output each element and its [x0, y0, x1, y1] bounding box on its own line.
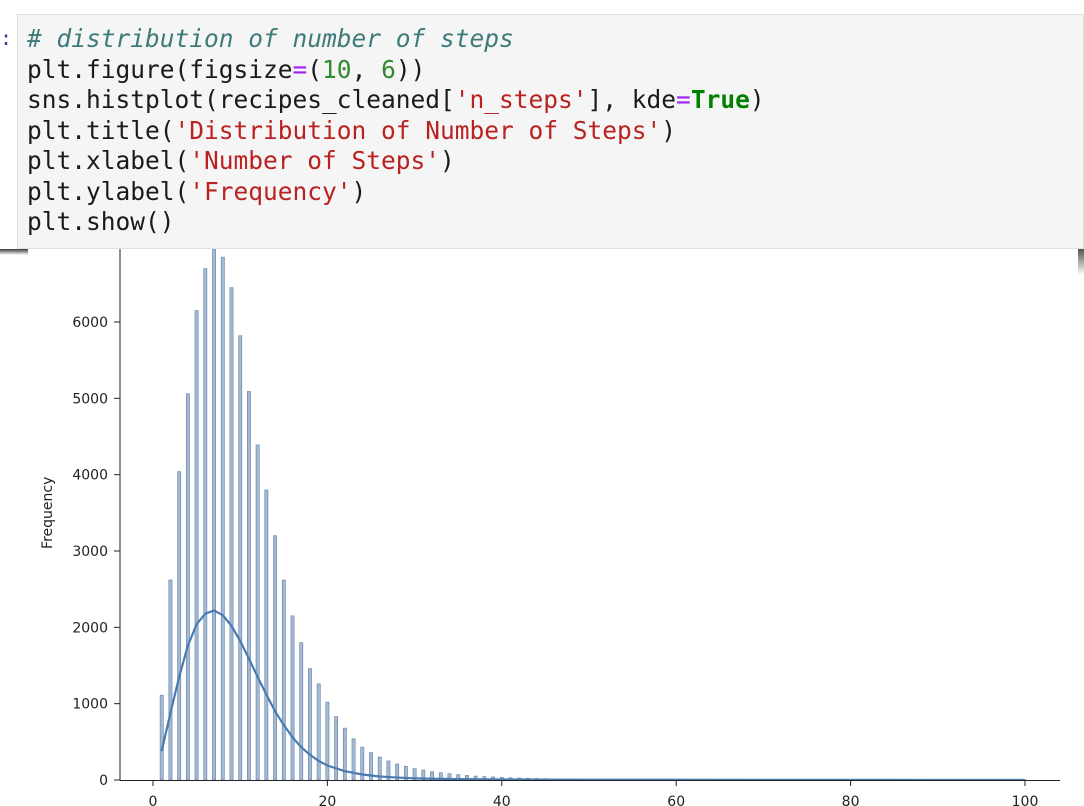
kde-line: [160, 609, 1025, 782]
histogram-bar: [325, 701, 330, 781]
histogram-bar: [159, 694, 164, 781]
cell-prompt-marker: :: [0, 26, 13, 50]
bars-layer: [159, 249, 1027, 781]
histogram-bar: [177, 471, 182, 781]
histogram-bar: [168, 579, 173, 781]
code-token: 'Frequency': [189, 176, 352, 206]
histogram-bar: [299, 642, 304, 781]
code-token: ): [749, 85, 765, 114]
code-token: =: [676, 85, 691, 114]
scroll-shadow-left: [0, 249, 28, 255]
histogram-bar: [264, 489, 269, 781]
histogram-bar: [273, 535, 277, 781]
code-token: ): [351, 176, 367, 206]
x-tick-label: 100: [1012, 794, 1039, 806]
histogram-bar: [308, 668, 312, 781]
code-token: # distribution of number of steps: [27, 24, 514, 53]
code-token: 'Distribution of Number of Steps': [174, 115, 662, 145]
code-line[interactable]: sns.histplot(recipes_cleaned['n_steps'],…: [27, 85, 765, 116]
code-token: plt.show(): [27, 207, 175, 236]
code-line[interactable]: plt.xlabel('Number of Steps'): [27, 146, 765, 177]
histogram-bar: [316, 683, 321, 781]
y-tick-label: 6000: [72, 315, 108, 331]
histogram-bar: [255, 444, 260, 781]
x-tick-label: 60: [667, 794, 685, 806]
code-token: ): [440, 146, 455, 175]
code-token: plt.title(: [27, 115, 175, 145]
code-token: sns.histplot(recipes_cleaned[: [27, 85, 455, 114]
code-cell[interactable]: # distribution of number of steps plt.fig…: [17, 14, 1084, 249]
y-axis-label: Frequency: [40, 477, 56, 549]
code-token: 6: [381, 54, 396, 84]
code-token: 'Number of Steps': [189, 146, 441, 175]
histogram-bar: [203, 268, 208, 781]
histogram-bar: [290, 615, 295, 781]
code-token: )): [395, 54, 426, 84]
histogram-bar: [185, 393, 190, 781]
y-tick-label: 0: [99, 773, 108, 789]
code-line[interactable]: plt.show(): [27, 207, 765, 238]
code-token: plt.ylabel(: [27, 176, 190, 206]
y-tick-label: 1000: [72, 697, 108, 713]
histogram-bar: [238, 335, 243, 781]
code-token: 'n_steps': [454, 85, 588, 114]
x-tick-label: 80: [842, 794, 860, 806]
code-token: plt.xlabel(: [27, 146, 190, 175]
code-line[interactable]: plt.title('Distribution of Number of Ste…: [27, 116, 765, 147]
histogram-bar: [247, 391, 251, 781]
histogram-bar: [281, 579, 286, 781]
histogram-bar: [229, 287, 234, 781]
axes-layer: 0 1000 2000 3000 4000 5000 6000 0 20 40 60 80 100 Fre…: [40, 249, 1060, 806]
code-token: plt.figure(figsize: [27, 54, 293, 84]
code-token: ], kde: [587, 85, 677, 114]
code-line[interactable]: plt.figure(figsize=(10, 6)): [27, 55, 765, 86]
x-tick-label: 40: [493, 794, 511, 806]
x-tick-label: 20: [318, 794, 336, 806]
code-line[interactable]: # distribution of number of steps: [27, 24, 765, 55]
code-editor[interactable]: # distribution of number of steps plt.fig…: [27, 24, 765, 238]
x-tick-label: 0: [149, 794, 158, 806]
output-area: 0 1000 2000 3000 4000 5000 6000 0 20 40 60 80 100 Fre…: [0, 249, 1084, 806]
y-tick-label: 5000: [72, 391, 108, 407]
y-tick-label: 3000: [72, 544, 108, 560]
y-tick-label: 2000: [72, 620, 108, 636]
code-line[interactable]: plt.ylabel('Frequency'): [27, 177, 765, 208]
scroll-shadow-right: [1078, 249, 1084, 275]
code-token: (: [307, 54, 323, 84]
code-token: ,: [351, 54, 382, 84]
histogram-chart: 0 1000 2000 3000 4000 5000 6000 0 20 40 60 80 100 Fre…: [40, 249, 1060, 806]
histogram-bar: [194, 310, 199, 781]
histogram-bar: [220, 256, 225, 781]
code-token: 10: [322, 54, 352, 84]
histogram-bar: [334, 716, 339, 781]
code-token: =: [292, 54, 308, 84]
y-tick-label: 4000: [72, 468, 108, 484]
code-token: ): [661, 115, 677, 145]
code-token: True: [690, 85, 750, 114]
histogram-bar: [212, 249, 216, 781]
